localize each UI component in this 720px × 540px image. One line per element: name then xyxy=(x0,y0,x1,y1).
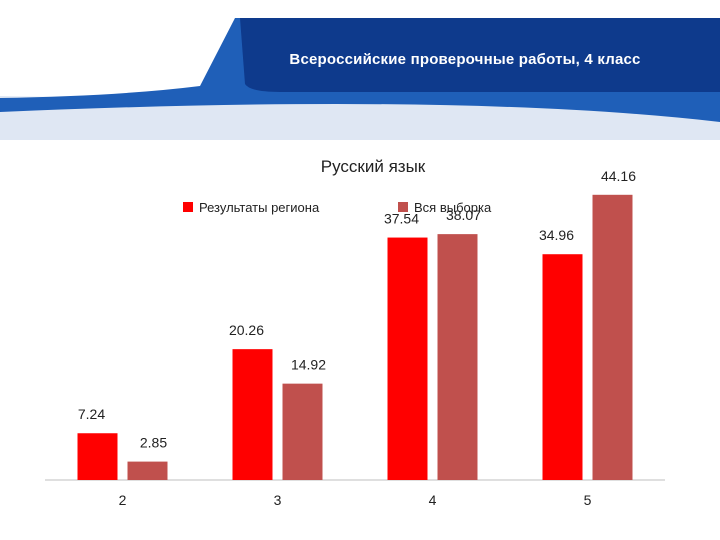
header-background xyxy=(0,0,720,140)
data-label-region-5: 34.96 xyxy=(539,227,574,243)
bar-all-4 xyxy=(437,234,478,480)
bar-chart: Русский язык Результаты региона Вся выбо… xyxy=(45,157,665,508)
bar-region-3 xyxy=(232,349,273,480)
header-title: Всероссийские проверочные работы, 4 клас… xyxy=(289,50,641,68)
x-tick-label-5: 5 xyxy=(584,492,592,508)
data-label-all-5: 44.16 xyxy=(601,168,636,184)
x-tick-label-3: 3 xyxy=(274,492,282,508)
legend-swatch-all xyxy=(398,202,408,212)
data-label-all-3: 14.92 xyxy=(291,357,326,373)
data-label-all-2: 2.85 xyxy=(140,435,167,451)
header-dark-panel xyxy=(240,18,720,92)
x-tick-label-4: 4 xyxy=(429,492,437,508)
bar-all-2 xyxy=(127,461,168,480)
data-label-region-2: 7.24 xyxy=(78,406,105,422)
bar-all-3 xyxy=(282,383,323,480)
x-tick-label-2: 2 xyxy=(119,492,127,508)
chart-title: Русский язык xyxy=(321,157,426,176)
data-label-region-4: 37.54 xyxy=(384,211,419,227)
slide-header: Всероссийские проверочные работы, 4 клас… xyxy=(0,0,720,140)
data-label-region-3: 20.26 xyxy=(229,322,264,338)
plot-area: 7.24 2.85 2 20.26 14.92 3 37.54 38.07 4 34.96 44.1… xyxy=(45,168,665,508)
bar-all-5 xyxy=(592,194,633,481)
legend-label-region: Результаты региона xyxy=(199,200,320,215)
legend-swatch-region xyxy=(183,202,193,212)
bar-region-2 xyxy=(77,433,118,480)
legend: Результаты региона Вся выборка xyxy=(183,200,492,215)
data-label-all-4: 38.07 xyxy=(446,207,481,223)
bar-region-5 xyxy=(542,254,583,480)
legend-label-all: Вся выборка xyxy=(414,200,492,215)
bar-region-4 xyxy=(387,237,428,480)
